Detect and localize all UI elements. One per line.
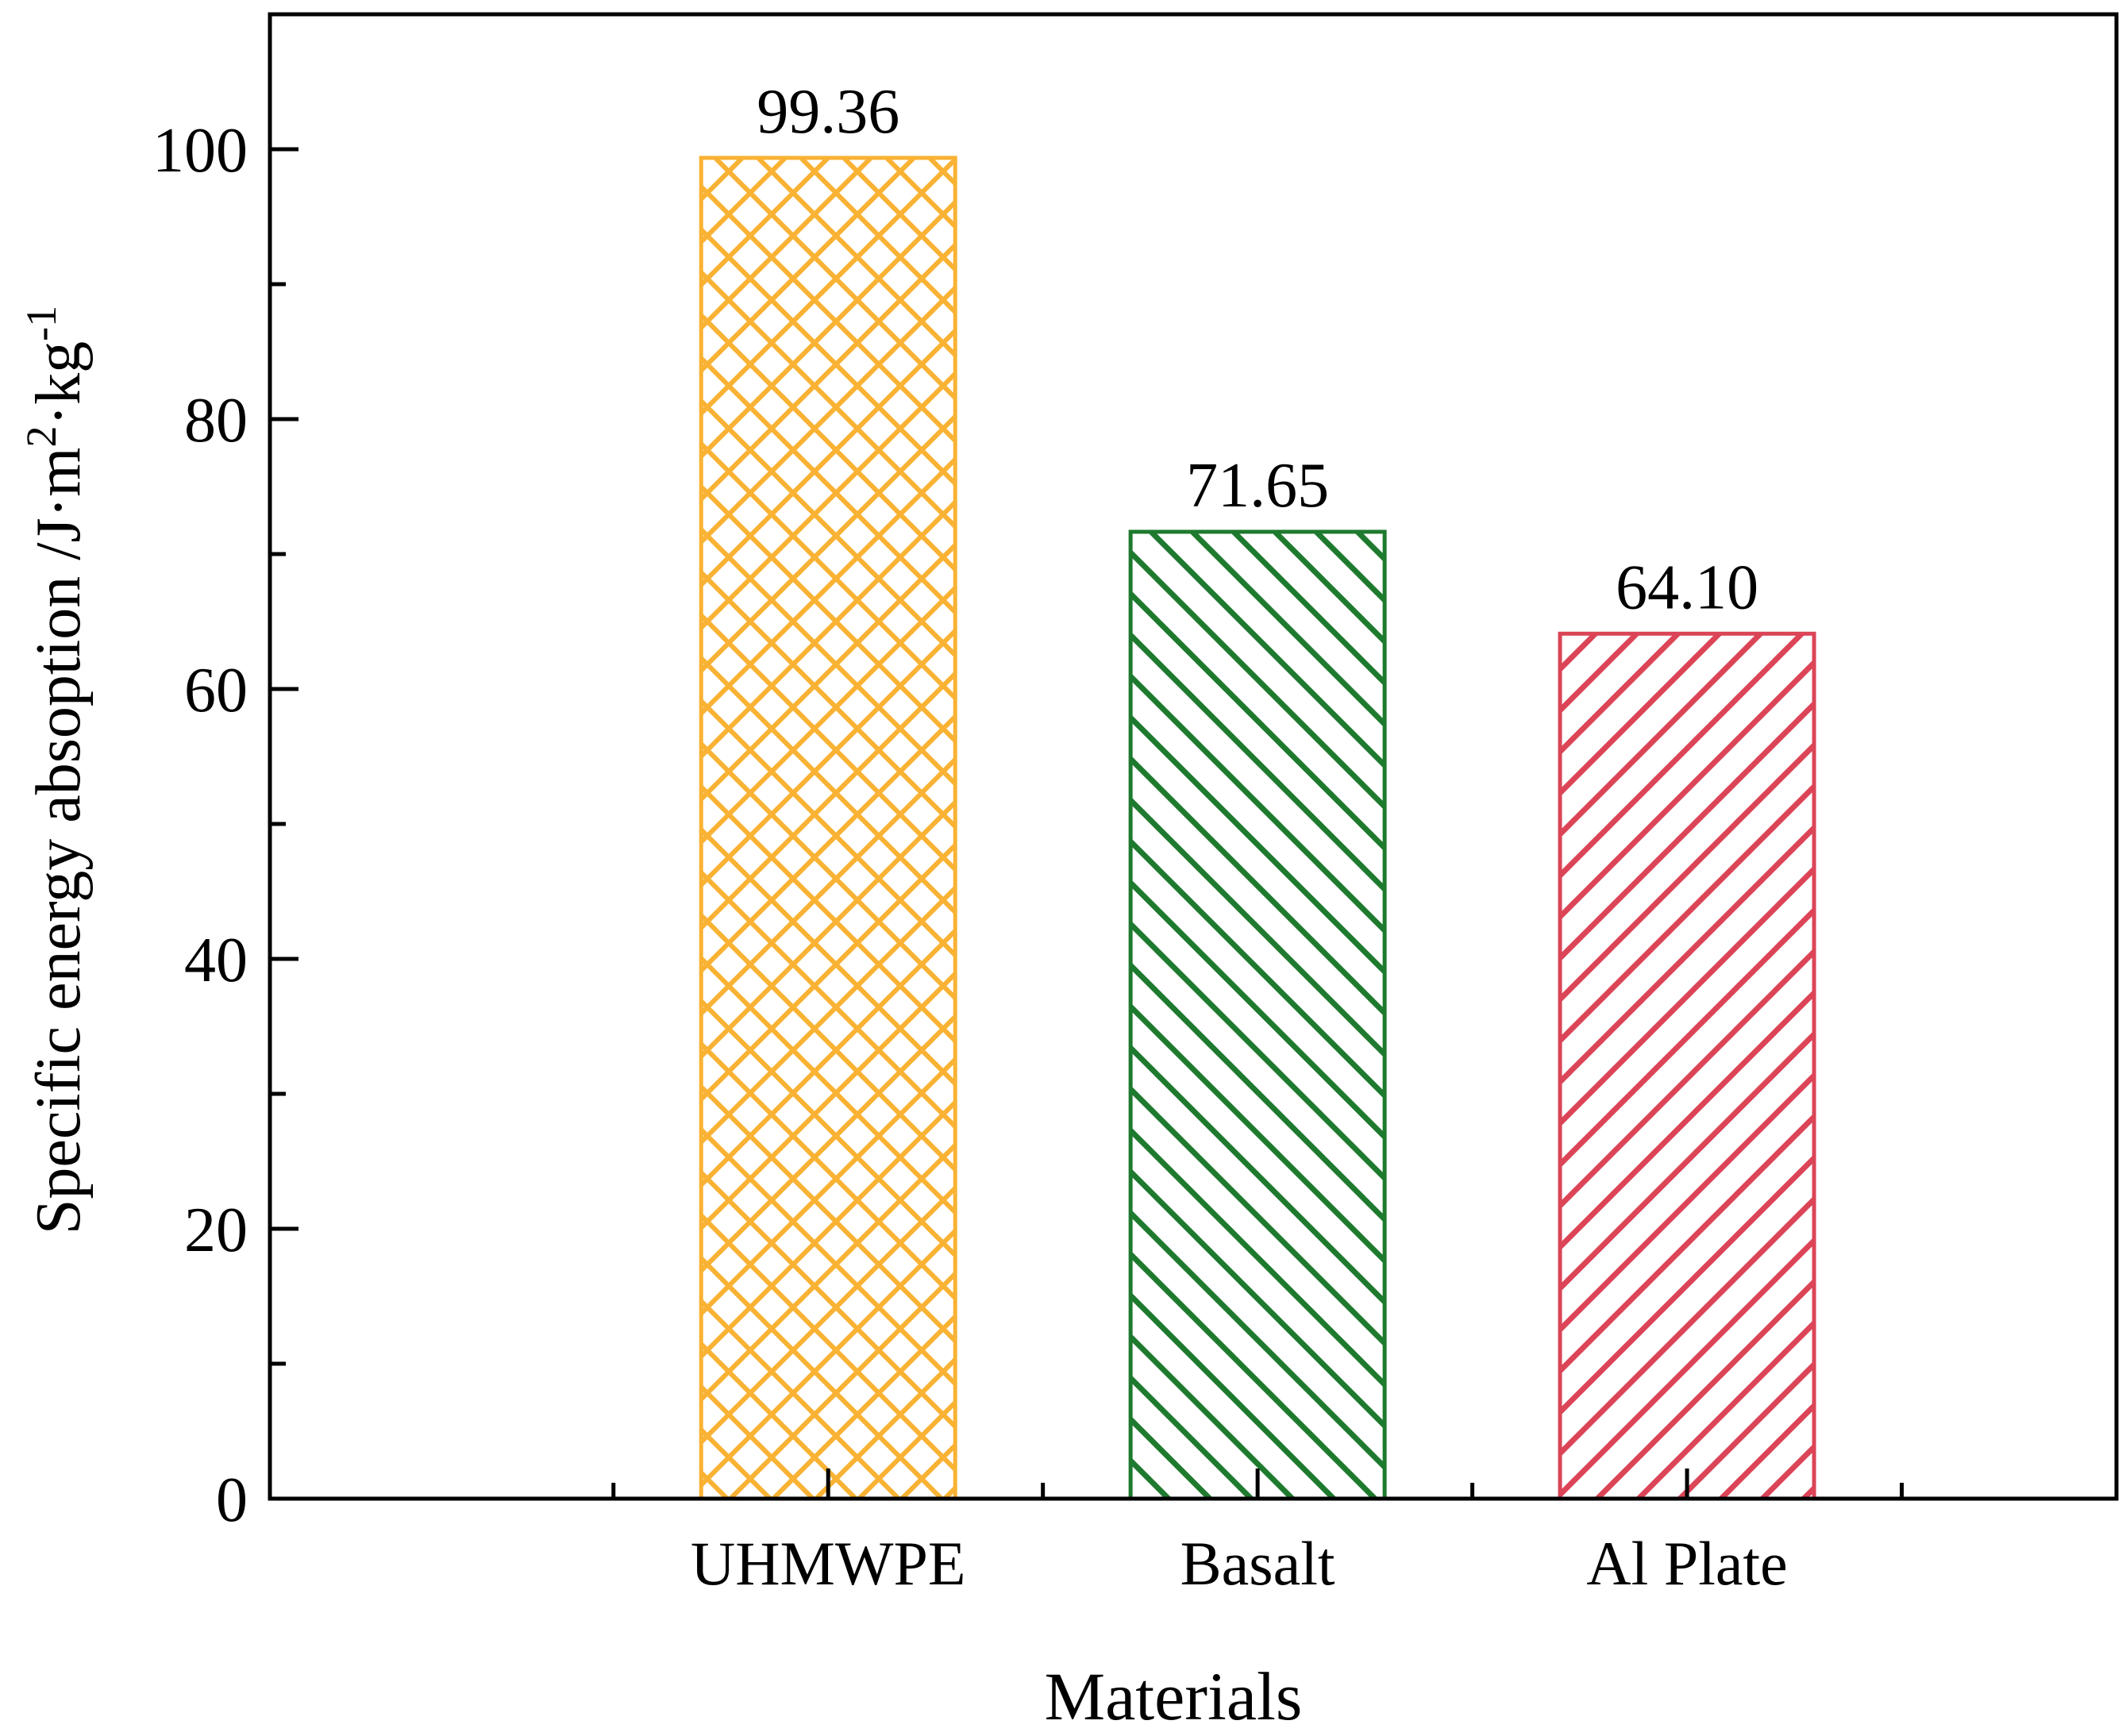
- x-axis-ticks: UHMWPE Basalt Al Plate: [611, 1468, 1905, 1598]
- y-axis-label-sup2: -1: [17, 306, 65, 341]
- bar-hatch-al-plate: [1558, 631, 1816, 1501]
- bar-hatch-basalt: [1128, 529, 1387, 1501]
- data-label: 99.36: [757, 77, 899, 147]
- data-labels-group: 99.36 71.65 64.10: [757, 77, 1758, 622]
- x-tick-label: Basalt: [1180, 1529, 1335, 1598]
- x-tick-label: Al Plate: [1586, 1529, 1787, 1598]
- y-tick-label: 20: [184, 1195, 248, 1265]
- y-tick-label: 0: [216, 1465, 248, 1535]
- y-axis-label-sup1: 2: [17, 425, 65, 447]
- y-axis-label-mid: ·kg: [24, 341, 94, 426]
- data-label: 64.10: [1616, 552, 1758, 622]
- y-axis-label-text: Specific energy absoption /J·m: [24, 447, 94, 1234]
- y-axis-label: Specific energy absoption /J·m2·kg-1: [17, 306, 94, 1234]
- data-label: 71.65: [1186, 451, 1329, 521]
- y-tick-label: 60: [184, 656, 248, 726]
- y-tick-label: 100: [152, 116, 248, 186]
- bars-group: [699, 156, 1816, 1501]
- y-tick-label: 80: [184, 386, 248, 456]
- y-tick-label: 40: [184, 926, 248, 995]
- x-tick-label: UHMWPE: [691, 1529, 966, 1598]
- plot-frame: [268, 12, 2119, 1501]
- x-axis-label: Materials: [1045, 1658, 1303, 1734]
- y-axis-ticks: 0 20 40 60 80 100: [152, 116, 298, 1535]
- bar-hatch-uhmwpe: [699, 156, 957, 1501]
